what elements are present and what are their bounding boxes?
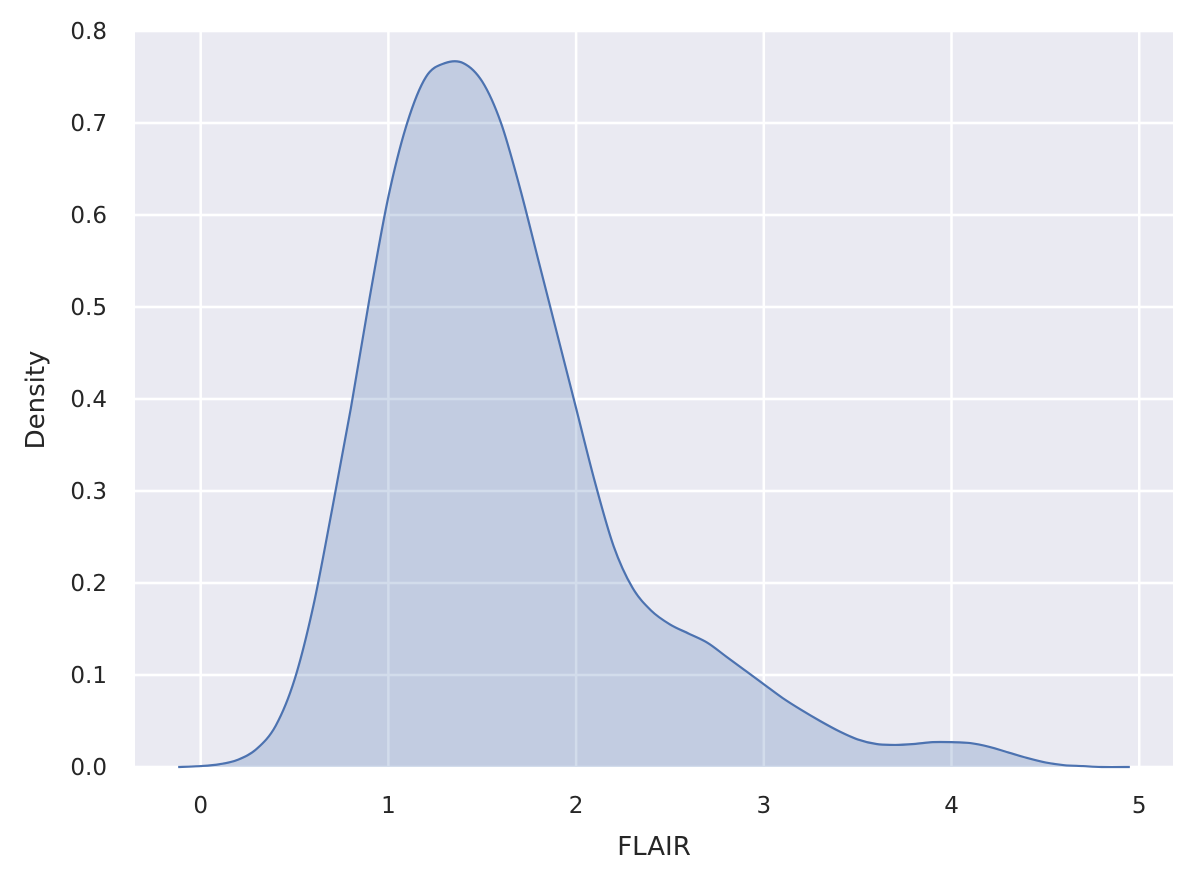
y-tick-label: 0.8 [70, 19, 107, 45]
density-curve [178, 60, 1130, 769]
x-tick-label: 1 [381, 793, 396, 819]
y-axis-label: Density [21, 351, 51, 450]
grid-lines [135, 29, 1173, 769]
y-tick-label: 0.2 [70, 571, 107, 597]
y-tick-label: 0.3 [70, 479, 107, 505]
x-axis-label: FLAIR [617, 832, 691, 862]
x-tick-label: 4 [944, 793, 959, 819]
y-tick-label: 0.1 [70, 663, 107, 689]
x-tick-label: 5 [1132, 793, 1147, 819]
x-tick-label: 2 [569, 793, 584, 819]
y-tick-label: 0.6 [70, 203, 107, 229]
x-tick-label: 3 [756, 793, 771, 819]
x-tick-labels: 0 1 2 3 4 5 [193, 793, 1146, 819]
y-tick-label: 0.0 [70, 755, 107, 781]
x-tick-label: 0 [193, 793, 208, 819]
y-tick-labels: 0.0 0.1 0.2 0.3 0.4 0.5 0.6 0.7 0.8 [70, 19, 107, 781]
y-tick-label: 0.7 [70, 111, 107, 137]
y-tick-label: 0.4 [70, 387, 107, 413]
y-tick-label: 0.5 [70, 295, 107, 321]
density-area [178, 61, 1130, 768]
